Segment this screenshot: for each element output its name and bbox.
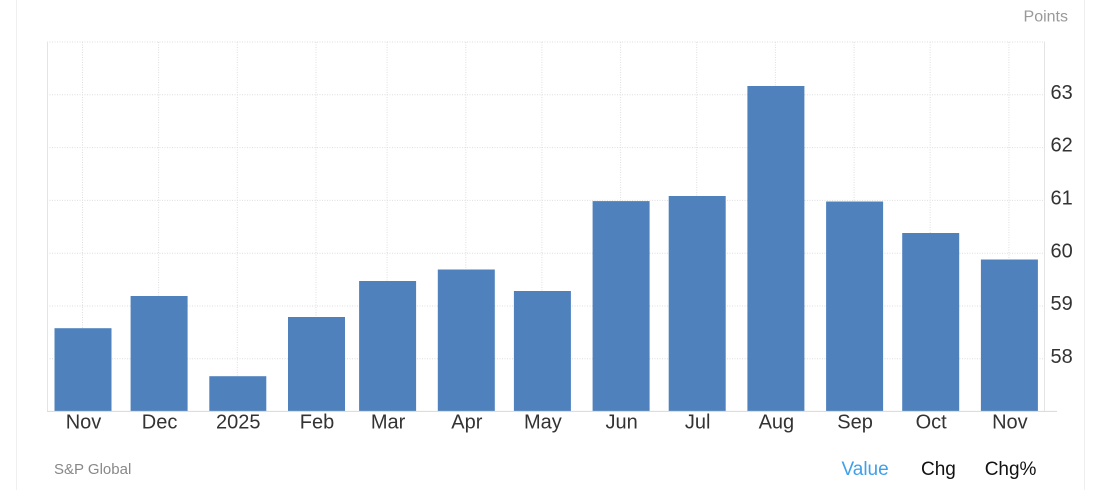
- svg-text:61: 61: [1051, 188, 1073, 210]
- svg-text:Mar: Mar: [371, 412, 406, 434]
- svg-text:58: 58: [1051, 346, 1073, 368]
- svg-text:Jun: Jun: [605, 412, 637, 434]
- svg-text:Points: Points: [1024, 9, 1068, 26]
- svg-text:Value: Value: [842, 459, 889, 480]
- svg-text:Jul: Jul: [685, 412, 711, 434]
- svg-text:Chg%: Chg%: [985, 459, 1037, 480]
- svg-text:59: 59: [1051, 293, 1073, 315]
- svg-text:Feb: Feb: [300, 412, 334, 434]
- svg-text:2025: 2025: [216, 412, 261, 434]
- svg-text:Apr: Apr: [451, 412, 482, 434]
- svg-text:Oct: Oct: [916, 412, 948, 434]
- svg-text:Sep: Sep: [837, 412, 873, 434]
- svg-text:Nov: Nov: [992, 412, 1028, 434]
- svg-text:Nov: Nov: [66, 412, 102, 434]
- svg-text:Aug: Aug: [759, 412, 795, 434]
- svg-text:60: 60: [1051, 240, 1073, 262]
- svg-text:63: 63: [1051, 82, 1073, 104]
- svg-text:S&P Global: S&P Global: [54, 461, 131, 478]
- svg-text:Dec: Dec: [142, 412, 178, 434]
- svg-text:Chg: Chg: [921, 459, 956, 480]
- svg-text:62: 62: [1051, 135, 1073, 157]
- svg-text:May: May: [524, 412, 562, 434]
